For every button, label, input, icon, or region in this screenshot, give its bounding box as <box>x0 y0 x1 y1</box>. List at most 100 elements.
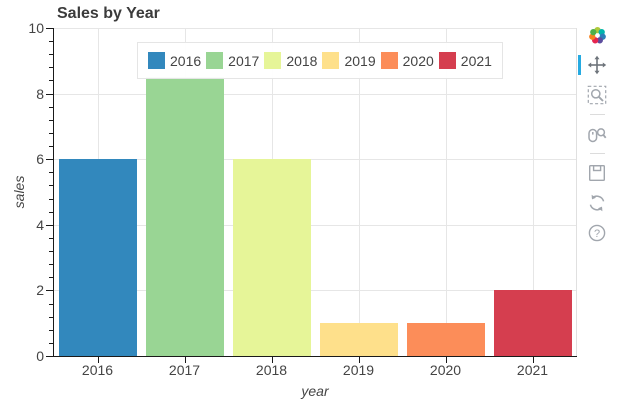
x-major-tick <box>445 357 447 363</box>
y-minor-tick <box>49 172 53 174</box>
legend-label: 2021 <box>460 52 492 69</box>
y-major-tick <box>46 224 53 226</box>
bar-2020 <box>406 323 485 356</box>
save-tool-button[interactable] <box>585 161 609 185</box>
plot-frame-right-edge <box>576 28 577 356</box>
bar-2019 <box>319 323 398 356</box>
bar-2021 <box>493 290 572 356</box>
reset-tool-button[interactable] <box>585 191 609 215</box>
y-major-tick <box>46 290 53 292</box>
y-tick-label: 0 <box>36 348 44 364</box>
legend-label: 2020 <box>402 52 434 69</box>
box-zoom-icon <box>587 85 607 105</box>
y-minor-tick <box>49 342 53 344</box>
y-minor-tick <box>49 303 53 305</box>
legend-label: 2018 <box>286 52 318 69</box>
x-major-tick <box>271 357 273 363</box>
bar-2017 <box>145 77 224 356</box>
y-tick-label: 2 <box>36 282 44 299</box>
legend-label: 2017 <box>228 52 260 69</box>
x-tick-label: 2019 <box>342 362 375 378</box>
legend-item-2018: 2018 <box>264 52 317 69</box>
y-minor-tick <box>49 277 53 279</box>
y-tick-label: 10 <box>28 20 44 36</box>
y-minor-tick <box>49 211 53 213</box>
x-axis-label: year <box>301 383 329 399</box>
x-tick-label: 2017 <box>168 362 201 378</box>
x-major-tick <box>358 357 360 363</box>
gridline-horizontal <box>54 290 576 292</box>
y-tick-label: 6 <box>36 151 44 168</box>
y-major-tick <box>46 356 53 357</box>
gridline-horizontal <box>54 224 576 226</box>
gridline-vertical <box>358 28 360 356</box>
y-minor-tick <box>49 132 53 134</box>
svg-text:?: ? <box>594 228 600 240</box>
gridline-horizontal <box>54 93 576 95</box>
reset-icon <box>589 194 605 212</box>
y-minor-tick <box>49 264 53 266</box>
gridline-horizontal <box>54 28 576 29</box>
legend-swatch-icon <box>380 52 398 69</box>
legend-swatch-icon <box>206 52 224 69</box>
y-axis-line <box>53 28 54 357</box>
legend-label: 2019 <box>344 52 376 69</box>
save-icon <box>589 165 606 182</box>
legend-item-2017: 2017 <box>206 52 259 69</box>
x-tick-label: 2020 <box>429 362 462 378</box>
x-tick-label: 2021 <box>516 362 549 378</box>
x-major-tick <box>532 357 534 363</box>
gridline-horizontal <box>54 159 576 161</box>
y-minor-tick <box>49 106 53 108</box>
toolbar-divider <box>589 153 605 154</box>
legend-item-2020: 2020 <box>380 52 434 69</box>
x-major-tick <box>184 357 186 363</box>
y-major-tick <box>46 93 53 95</box>
legend-swatch-icon <box>438 52 456 69</box>
legend-swatch-icon <box>264 52 282 69</box>
y-minor-tick <box>49 67 53 69</box>
box-zoom-tool-button[interactable] <box>585 83 609 107</box>
bar-2016 <box>58 159 137 356</box>
y-minor-tick <box>49 237 53 239</box>
toolbar-divider <box>589 114 605 115</box>
x-axis-line <box>53 356 577 357</box>
wheel-zoom-icon <box>588 128 607 143</box>
gridline-vertical <box>445 28 447 356</box>
legend: 2016 2017 2018 2019 2020 2021 <box>137 42 503 79</box>
y-minor-tick <box>49 80 53 82</box>
y-minor-tick <box>49 251 53 253</box>
gridline-vertical <box>532 28 534 356</box>
y-minor-tick <box>49 41 53 43</box>
bokeh-logo-icon <box>588 26 606 43</box>
y-minor-tick <box>49 198 53 200</box>
chart-title: Sales by Year <box>57 5 160 22</box>
x-tick-label: 2016 <box>81 362 114 378</box>
legend-swatch-icon <box>322 52 340 69</box>
bokeh-toolbar: ? <box>578 23 612 251</box>
legend-item-2021: 2021 <box>438 52 492 69</box>
pan-icon <box>587 55 607 75</box>
pan-tool-button[interactable] <box>578 53 609 77</box>
legend-swatch-icon <box>148 52 165 69</box>
y-minor-tick <box>49 329 53 331</box>
y-major-tick <box>46 159 53 161</box>
y-tick-label: 4 <box>36 216 44 233</box>
y-major-tick <box>46 28 53 29</box>
bar-2018 <box>232 159 311 356</box>
help-icon: ? <box>588 224 606 242</box>
y-tick-label: 8 <box>36 85 44 102</box>
help-tool-button[interactable]: ? <box>585 221 609 245</box>
y-minor-tick <box>49 119 53 121</box>
bokeh-logo[interactable] <box>585 23 609 47</box>
x-tick-label: 2018 <box>255 362 288 378</box>
legend-item-2019: 2019 <box>322 52 376 69</box>
y-minor-tick <box>49 54 53 56</box>
legend-item-2016: 2016 <box>148 52 201 69</box>
legend-label: 2016 <box>170 52 202 69</box>
wheel-zoom-tool-button[interactable] <box>585 122 609 146</box>
y-minor-tick <box>49 146 53 148</box>
x-major-tick <box>97 357 99 363</box>
y-minor-tick <box>49 316 53 318</box>
